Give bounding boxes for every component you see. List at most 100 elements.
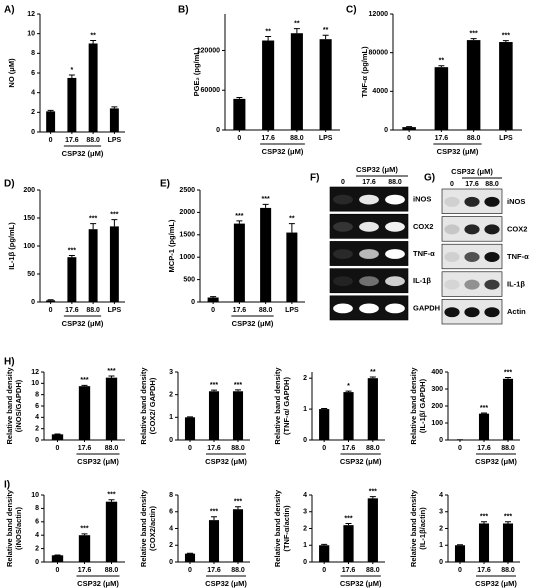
bar (260, 207, 272, 302)
x-tick-label: 17.6 (435, 135, 449, 142)
panel-letter: B) (178, 5, 189, 16)
y-tick-label: 0 (31, 299, 35, 306)
y-tick-label: 10 (31, 492, 39, 499)
significance-label: *** (502, 32, 510, 39)
y-tick-label: 12 (31, 369, 39, 376)
significance-label: *** (235, 213, 243, 220)
significance-label: ** (323, 27, 329, 34)
error-bar (481, 412, 487, 414)
bar (51, 555, 64, 562)
y-axis-label: (COX2/ GAPDH) (148, 377, 157, 434)
x-axis-label: CSP32 (μM) (232, 319, 274, 328)
bar (208, 391, 220, 440)
significance-label: *** (480, 405, 488, 412)
error-bar (470, 38, 477, 41)
panel-letter: F) (310, 173, 319, 184)
band (484, 224, 500, 235)
error-bar (502, 40, 509, 43)
band-label: Actin (507, 307, 526, 316)
error-bar (210, 296, 217, 298)
y-tick-label: 3 (439, 509, 443, 516)
error-bar (505, 376, 511, 379)
y-tick-label: 0 (35, 559, 39, 566)
error-bar (235, 389, 241, 392)
significance-label: *** (210, 382, 218, 389)
bar (109, 108, 119, 132)
bar (46, 111, 56, 132)
y-tick-label: 2000 (179, 209, 195, 216)
x-tick-label: 0 (49, 307, 53, 314)
x-axis-label: CSP32 (μM) (340, 457, 382, 466)
x-axis-label: CSP32 (μM) (62, 319, 104, 328)
band (333, 303, 353, 314)
x-tick-label: 17.6 (477, 567, 491, 574)
x-tick-label: 88.0 (86, 137, 100, 144)
y-axis-label: (IL-1β/actin) (418, 507, 427, 550)
panel-letter: H) (4, 357, 15, 368)
x-tick-label: LPS (319, 135, 333, 142)
y-tick-label: 200 (23, 187, 35, 194)
bar (232, 509, 244, 562)
error-bar (47, 109, 54, 112)
significance-label: ** (294, 20, 300, 27)
y-axis-label: MCP-1 (pg/mL) (167, 219, 176, 272)
significance-label: *** (107, 368, 115, 375)
bar (402, 127, 416, 130)
bar (319, 545, 330, 562)
bar (367, 378, 378, 440)
y-tick-label: 1000 (179, 254, 195, 261)
bar (232, 391, 244, 440)
x-tick-label: 88.0 (467, 135, 481, 142)
y-tick-label: 500 (183, 276, 195, 283)
x-axis-label: CSP32 (μM) (77, 579, 119, 588)
bar (499, 42, 513, 130)
y-tick-label: 0 (216, 127, 220, 134)
bar (367, 498, 378, 562)
x-tick-label: 0 (49, 137, 53, 144)
significance-label: ** (90, 32, 96, 39)
x-axis-label: CSP32 (μM) (77, 457, 119, 466)
y-tick-label: 0 (439, 437, 443, 444)
significance-label: *** (234, 382, 242, 389)
y-tick-label: 12000 (369, 11, 389, 18)
band (333, 249, 353, 259)
error-bar (108, 499, 115, 502)
significance-label: * (347, 383, 350, 390)
x-tick-label: 0 (237, 135, 241, 142)
x-axis-label: CSP32 (μM) (475, 457, 517, 466)
bar (343, 392, 354, 440)
x-tick-label: 88.0 (366, 445, 380, 452)
bar (105, 501, 118, 562)
panel-letter: G) (424, 173, 435, 184)
significance-label: *** (89, 215, 97, 222)
y-tick-label: 4 (31, 90, 35, 97)
bar (208, 520, 220, 562)
y-axis-label: NO (μM) (7, 58, 16, 88)
band (385, 194, 405, 205)
band (444, 252, 460, 262)
band (484, 196, 500, 207)
x-tick-label: 0 (56, 567, 60, 574)
band (444, 307, 460, 318)
y-tick-label: 400 (431, 369, 443, 376)
significance-label: *** (344, 515, 352, 522)
y-tick-label: 0 (31, 129, 35, 136)
significance-label: *** (504, 369, 512, 376)
bar (478, 413, 490, 440)
error-bar (108, 375, 115, 378)
bar (478, 523, 490, 562)
x-axis-label: CSP32 (μM) (262, 147, 304, 156)
y-tick-label: 2 (169, 542, 173, 549)
x-tick-label: 0 (458, 445, 462, 452)
y-tick-label: 0 (169, 437, 173, 444)
blot-header: CSP32 (μM) (451, 167, 493, 176)
band (359, 221, 379, 232)
bar (109, 226, 119, 302)
band (333, 194, 353, 205)
band-label: IL-1β (413, 276, 431, 285)
significance-label: *** (107, 492, 115, 499)
x-tick-label: 0 (322, 445, 326, 452)
band (333, 221, 353, 232)
y-axis-label: TNF-α (pg/mL) (360, 46, 369, 98)
bar (502, 378, 514, 440)
